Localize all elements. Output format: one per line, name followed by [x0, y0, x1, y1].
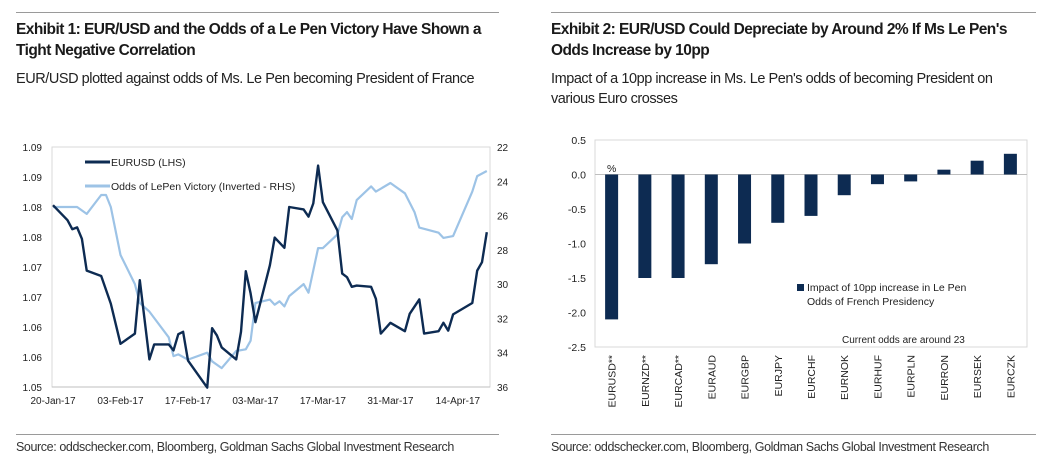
- annotation-current-odds: Current odds are around 23: [842, 335, 965, 346]
- bar-eurnok: [837, 174, 851, 196]
- exhibit-2-panel: Exhibit 2: EUR/USD Could Depreciate by A…: [551, 0, 1036, 464]
- y-tick-label: 0.0: [571, 170, 586, 182]
- exhibit-2-title: Exhibit 2: EUR/USD Could Depreciate by A…: [551, 21, 1007, 59]
- y-left-tick-label: 1.07: [23, 293, 43, 304]
- y-right-tick-label: 26: [497, 212, 509, 223]
- y-right-tick-label: 22: [497, 143, 509, 154]
- x-tick-label: 17-Mar-17: [300, 396, 347, 407]
- x-tick-label: EURGBP: [740, 355, 752, 399]
- x-tick-label: 17-Feb-17: [165, 396, 212, 407]
- x-tick-label: EURNOK: [839, 355, 851, 400]
- exhibit-1-subtitle: EUR/USD plotted against odds of Ms. Le P…: [16, 71, 475, 87]
- y-right-tick-label: 24: [497, 177, 509, 188]
- legend-label: EURUSD (LHS): [111, 157, 186, 169]
- y-right-tick-label: 30: [497, 280, 509, 291]
- bar-eurnzd: [638, 174, 652, 278]
- exhibit-1-panel: Exhibit 1: EUR/USD and the Odds of a Le …: [16, 0, 499, 464]
- x-tick-label: EURCAD**: [673, 355, 685, 408]
- exhibit-1-title: Exhibit 1: EUR/USD and the Odds of a Le …: [16, 21, 481, 59]
- bar-eurron: [937, 169, 951, 175]
- x-tick-label: EURHUF: [872, 355, 884, 399]
- x-tick-label: 14-Apr-17: [436, 396, 481, 407]
- top-rule: [16, 12, 499, 13]
- x-tick-label: EURCHF: [806, 355, 818, 399]
- legend-label-line2: Odds of French Presidency: [807, 296, 935, 308]
- exhibit-1-line-chart: 1.09 1.09 1.08 1.08 1.07 1.07 1.06 1.06 1.05 22 24…: [23, 143, 509, 407]
- bottom-rule: [551, 434, 1036, 435]
- y-unit-label: %: [607, 163, 616, 175]
- exhibit-2-subtitle: Impact of a 10pp increase in Ms. Le Pen'…: [551, 71, 993, 107]
- bar-eurusd: [605, 174, 619, 320]
- y-tick-label: -1.0: [568, 239, 586, 251]
- legend-label-line1: Impact of 10pp increase in Le Pen: [807, 282, 967, 294]
- top-rule: [551, 12, 1036, 13]
- y-tick-label: 0.5: [571, 135, 586, 147]
- legend-swatch: [797, 284, 804, 291]
- x-tick-label: 31-Mar-17: [367, 396, 414, 407]
- plot-area: [594, 139, 1028, 348]
- exhibit-2-source: Source: oddschecker.com, Bloomberg, Gold…: [551, 440, 989, 454]
- exhibit-2-bar-chart: 0.5 0.0 -0.5 -1.0 -1.5 -2.0 -2.5 EURUSD** EURNZD…: [568, 135, 1028, 408]
- bar-eurjpy: [771, 174, 785, 223]
- bar-eursek: [970, 160, 984, 175]
- x-tick-label: 03-Feb-17: [97, 396, 144, 407]
- y-tick-label: -0.5: [568, 204, 586, 216]
- legend-label: Odds of LePen Victory (Inverted - RHS): [111, 181, 295, 193]
- bar-eurgbp: [738, 174, 752, 244]
- bar-eurchf: [804, 174, 818, 216]
- x-tick-label: EURSEK: [972, 355, 984, 398]
- bar-eurczk: [1003, 153, 1017, 175]
- y-left-tick-label: 1.07: [23, 263, 43, 274]
- y-right-tick-label: 34: [497, 349, 509, 360]
- x-tick-label: EURNZD**: [640, 355, 652, 407]
- x-tick-label: EURCZK: [1005, 355, 1017, 398]
- y-tick-label: -2.5: [568, 342, 586, 354]
- y-right-tick-label: 28: [497, 246, 509, 257]
- bar-eurcad: [671, 174, 685, 278]
- bar-eurpln: [904, 174, 918, 182]
- y-left-tick-label: 1.08: [23, 203, 43, 214]
- x-tick-label: EURPLN: [906, 355, 918, 398]
- y-left-tick-label: 1.09: [23, 173, 43, 184]
- y-left-tick-label: 1.09: [23, 143, 43, 154]
- series-line-eurusd: [52, 164, 488, 389]
- y-left-tick-label: 1.05: [23, 383, 43, 394]
- x-tick-label: 20-Jan-17: [30, 396, 75, 407]
- y-left-tick-label: 1.06: [23, 323, 43, 334]
- y-right-tick-label: 32: [497, 314, 509, 325]
- y-left-tick-label: 1.08: [23, 233, 43, 244]
- series-line-lepen-odds: [53, 170, 488, 370]
- y-left-tick-label: 1.06: [23, 353, 43, 364]
- x-tick-label: EURJPY: [773, 355, 785, 396]
- x-tick-label: EURRON: [939, 355, 951, 401]
- bar-eurhuf: [870, 174, 884, 185]
- x-tick-label: 03-Mar-17: [232, 396, 279, 407]
- exhibit-1-source: Source: oddschecker.com, Bloomberg, Gold…: [16, 440, 454, 454]
- y-right-tick-label: 36: [497, 383, 509, 394]
- y-tick-label: -2.0: [568, 308, 586, 320]
- x-tick-label: EURUSD**: [607, 355, 619, 408]
- bottom-rule: [16, 434, 499, 435]
- bar-euraud: [704, 174, 718, 265]
- y-tick-label: -1.5: [568, 273, 586, 285]
- x-tick-label: EURAUD: [706, 355, 718, 400]
